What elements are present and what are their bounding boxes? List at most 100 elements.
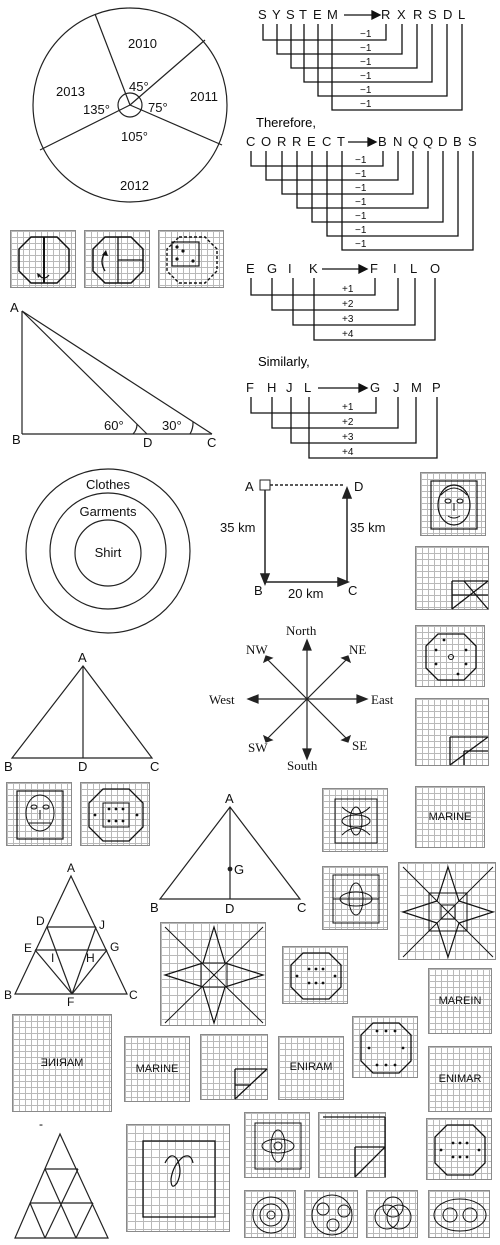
enimar-tile: ENIMAR	[428, 1046, 492, 1112]
octagon-arrow-down-icon	[18, 236, 70, 284]
code2-src-4: E	[307, 134, 316, 149]
corner-fold-icon-2	[449, 736, 489, 766]
route-point-a: A	[245, 479, 254, 494]
code3-shifts: +1 +2 +3 +4	[342, 284, 354, 340]
median-point-a: A	[78, 650, 87, 665]
tower-point-d: D	[143, 435, 152, 450]
code1-tgt-3: S	[428, 7, 437, 22]
code2-tgt-0: B	[378, 134, 387, 149]
compass-rose	[246, 638, 369, 761]
venn-diagram	[25, 468, 191, 634]
code1-connectors	[262, 9, 463, 111]
star-tile-large	[398, 862, 496, 960]
count-point-j: J	[99, 918, 105, 932]
median-point-d: D	[78, 759, 87, 774]
code4-src-0: F	[246, 380, 254, 395]
code3-src-3: K	[309, 261, 318, 276]
octagon-dots-tile-5	[426, 1118, 492, 1180]
loop-icon	[142, 1140, 216, 1218]
octagon-dots-tile-2	[80, 782, 150, 846]
marine-word-2: MARINE	[135, 1063, 179, 1075]
balance-face-tile	[6, 782, 72, 846]
code2-tgt-5: B	[453, 134, 462, 149]
circles-option-separate	[304, 1190, 358, 1238]
therefore-label: Therefore,	[256, 115, 316, 130]
corner-fold-icon-4	[323, 1116, 386, 1178]
venn-label-clothes: Clothes	[86, 477, 131, 492]
code2-tgt-2: Q	[408, 134, 418, 149]
circles-option-concentric	[244, 1190, 296, 1238]
code4-shift-2: +3	[342, 432, 354, 443]
overlapping-circles-icon	[374, 1196, 412, 1230]
pie-chart	[32, 7, 228, 203]
venn-label-garments: Garments	[79, 504, 137, 519]
marein-tile: MAREIN	[428, 968, 492, 1034]
route-labels: A D B C 35 km 35 km 20 km	[220, 479, 385, 601]
balance-face-icon	[16, 790, 64, 840]
code1-shift-5: −1	[360, 99, 372, 110]
centroid-point-g: G	[234, 862, 244, 877]
code2-src-1: O	[261, 134, 271, 149]
count-point-c: C	[129, 988, 138, 1002]
tower-angle-60: 60°	[104, 418, 124, 433]
corner-fold-tile-1	[415, 546, 489, 610]
code4-src-1: H	[267, 380, 276, 395]
code2-shift-5: −1	[355, 225, 367, 236]
small-mark: -	[39, 1117, 43, 1131]
centroid-point-c: C	[297, 900, 306, 915]
code2-src-6: T	[337, 134, 345, 149]
code2-shift-2: −1	[355, 183, 367, 194]
count-triangle-labels: A D J E G I H B F C	[4, 861, 138, 1009]
star-tile-folded	[160, 922, 266, 1026]
code1-src-0: S	[258, 7, 267, 22]
compass-sw: SW	[248, 740, 268, 755]
code1-src-4: E	[313, 7, 322, 22]
code4-tgt-3: P	[432, 380, 441, 395]
code2-src-0: C	[246, 134, 255, 149]
code3-shift-2: +3	[342, 314, 354, 325]
pie-angle-45: 45°	[129, 79, 149, 94]
flower-tile-1	[322, 788, 388, 852]
compass-north: North	[286, 623, 317, 638]
star-folded-icon	[163, 924, 265, 1026]
face-icon	[430, 480, 478, 530]
code4-shifts: +1 +2 +3 +4	[342, 402, 354, 458]
octagon-dots-icon	[425, 633, 477, 681]
code2-shift-6: −1	[355, 239, 367, 250]
corner-fold-tile-2	[415, 698, 489, 766]
route-diagram	[259, 479, 353, 588]
octagon-tile-dashed	[158, 230, 224, 288]
pie-angle-135: 135°	[83, 102, 110, 117]
code4-src-2: J	[286, 380, 293, 395]
median-triangle-labels: A B D C	[4, 650, 159, 774]
code3-shift-1: +2	[342, 299, 354, 310]
code2-tgt-3: Q	[423, 134, 433, 149]
code3-shift-3: +4	[342, 329, 354, 340]
code2-shift-4: −1	[355, 211, 367, 222]
code1-shift-1: −1	[360, 43, 372, 54]
face-tile	[420, 472, 486, 536]
loop-tile	[126, 1124, 230, 1232]
count-point-d: D	[36, 914, 45, 928]
corner-fold-icon	[451, 580, 489, 610]
code4-tgt-0: G	[370, 380, 380, 395]
centroid-triangle-labels: A G B D C	[150, 791, 306, 916]
octagon-dots-tile-1	[415, 625, 485, 687]
octagon-dots-icon-4	[360, 1022, 412, 1074]
star-icon	[401, 865, 495, 959]
code1-shifts: −1 −1 −1 −1 −1 −1	[360, 29, 372, 110]
code1-shift-0: −1	[360, 29, 372, 40]
marein-word: MAREIN	[438, 995, 482, 1007]
code1-src-2: S	[286, 7, 295, 22]
code2-src-3: R	[292, 134, 301, 149]
ellipse-circles-icon	[433, 1198, 487, 1232]
code2-src-2: R	[277, 134, 286, 149]
count-point-b: B	[4, 988, 12, 1002]
centroid-point-b: B	[150, 900, 159, 915]
route-point-d: D	[354, 479, 363, 494]
code4-tgt-1: J	[393, 380, 400, 395]
code3-src-1: G	[267, 261, 277, 276]
code2-shift-0: −1	[355, 155, 367, 166]
marine-word-1: MARINE	[428, 811, 472, 823]
code1-src-3: T	[299, 7, 307, 22]
